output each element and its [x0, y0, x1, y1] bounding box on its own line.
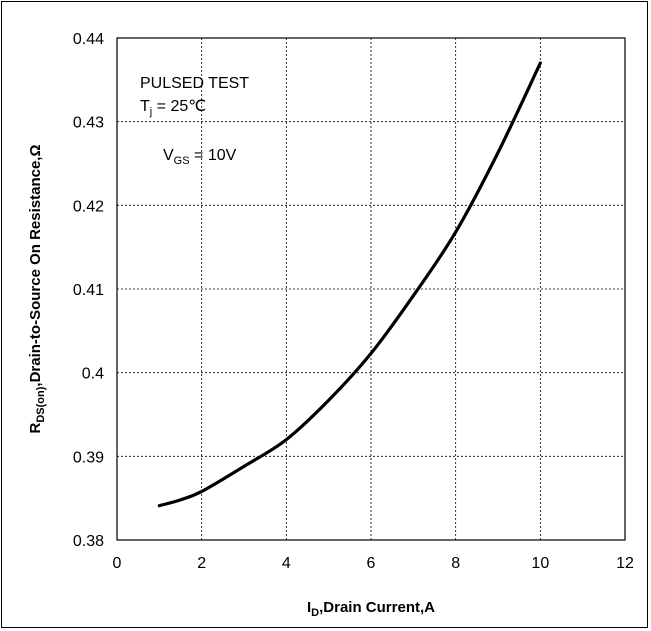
x-tick-label: 12 — [616, 555, 634, 572]
series-line — [157, 61, 542, 508]
annotation-tj-rest: = 25℃ — [152, 98, 206, 115]
annotation-tj-main: T — [140, 98, 150, 115]
x-tick-label: 4 — [282, 555, 291, 572]
grid — [117, 38, 625, 540]
y-tick-label: 0.44 — [73, 31, 104, 48]
x-tick-label: 2 — [197, 555, 206, 572]
y-tick-label: 0.42 — [73, 198, 104, 215]
annotation-tj-sub: j — [149, 106, 152, 118]
x-tick-labels: 0 2 4 6 8 10 12 — [113, 555, 634, 572]
x-axis-title-sub: D — [311, 607, 319, 619]
y-axis-title-rest: ,Drain-to-Source On Resistance,Ω — [27, 145, 44, 387]
x-tick-label: 10 — [531, 555, 549, 572]
annotation-tj: Tj = 25℃ — [140, 98, 206, 118]
x-tick-label: 8 — [451, 555, 460, 572]
x-axis-title: ID,Drain Current,A — [307, 599, 435, 619]
x-tick-label: 6 — [367, 555, 376, 572]
annotation-pulsed-test: PULSED TEST — [140, 75, 249, 92]
x-axis-title-main: I — [307, 599, 311, 616]
y-axis-title-main: R — [27, 422, 44, 433]
x-axis-title-rest: ,Drain Current,A — [319, 599, 435, 616]
annotation-vgs-sub: GS — [174, 155, 190, 167]
y-axis-title-sub: DS(on) — [35, 386, 47, 422]
annotation-vgs: VGS = 10V — [163, 147, 237, 167]
y-tick-label: 0.38 — [73, 533, 104, 550]
y-tick-label: 0.4 — [82, 366, 104, 383]
x-tick-label: 0 — [113, 555, 122, 572]
annotation-vgs-main: V — [163, 147, 174, 164]
y-tick-label: 0.41 — [73, 282, 104, 299]
y-tick-labels: 0.38 0.39 0.4 0.41 0.42 0.43 0.44 — [73, 31, 104, 550]
plot-area-border — [116, 37, 626, 541]
y-axis-title: RDS(on),Drain-to-Source On Resistance,Ω — [27, 145, 47, 434]
y-tick-label: 0.43 — [73, 115, 104, 132]
annotation-vgs-rest: = 10V — [190, 147, 237, 164]
y-tick-label: 0.39 — [73, 449, 104, 466]
